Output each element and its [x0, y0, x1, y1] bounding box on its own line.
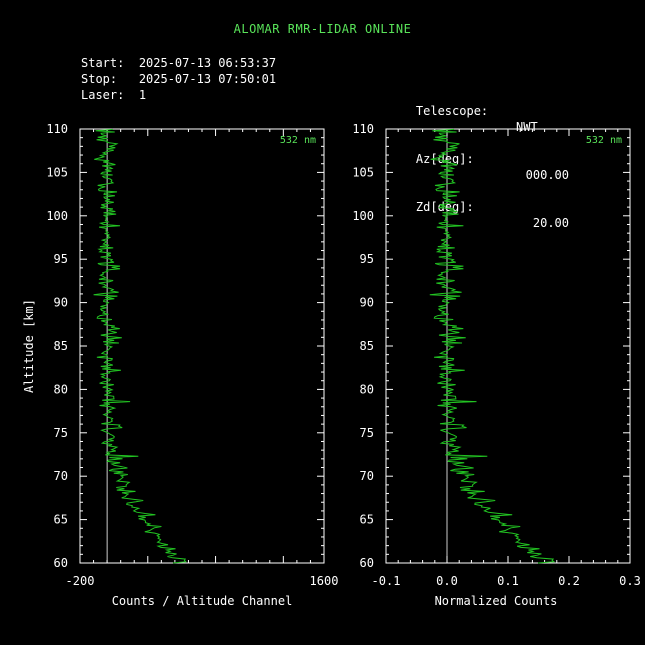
laser-label: Laser: [81, 88, 125, 102]
y-tick-label: 70 [54, 469, 68, 483]
zenith-value: 20.00 [532, 216, 569, 230]
azimuth-label: Az[deg]: [415, 152, 474, 166]
x-tick-label: -200 [66, 574, 95, 588]
x-tick-label: 0.2 [558, 574, 580, 588]
stop-value: 2025-07-13 07:50:01 [138, 72, 277, 86]
y-tick-label: 75 [54, 426, 68, 440]
x-tick-label: 0.3 [619, 574, 641, 588]
telescope-label: Telescope: [415, 104, 489, 118]
y-axis-label: Altitude [km] [22, 299, 36, 393]
y-tick-label: 65 [54, 513, 68, 527]
counts-panel: 60 65 70 75 80 85 90 95 100 105 110 -200 1600 Counts … [46, 122, 338, 608]
telescope-block: Telescope: NWT Az[deg]: 000.00 Zd[deg]: … [387, 55, 569, 230]
plot-frame [385, 128, 631, 564]
x-tick-label: 1600 [310, 574, 339, 588]
y-tick-label: 90 [54, 296, 68, 310]
y-tick-label: 60 [360, 556, 374, 570]
stop-label: Stop: [81, 72, 118, 86]
profile-trace [429, 128, 556, 564]
x-tick-label: -0.1 [372, 574, 401, 588]
y-tick-label: 80 [360, 382, 374, 396]
wavelength-label: 532 nm [586, 135, 622, 146]
normalized-panel: 60 65 70 75 80 85 90 95 100 105 110 -0.1 0.0 0.1 0.2 0.… [352, 122, 641, 608]
y-tick-label: 100 [352, 209, 374, 223]
y-tick-label: 85 [360, 339, 374, 353]
laser-value: 1 [138, 88, 147, 102]
y-tick-label: 60 [54, 556, 68, 570]
x-tick-label: 0.1 [497, 574, 519, 588]
x-tick-label: 0.0 [436, 574, 458, 588]
start-stop-block: Start: 2025-07-13 06:53:37 Stop: 2025-07… [81, 55, 276, 103]
x-axis-label: Counts / Altitude Channel [112, 594, 293, 608]
y-tick-label: 80 [54, 382, 68, 396]
y-tick-label: 105 [46, 165, 68, 179]
x-axis-label: Normalized Counts [435, 594, 558, 608]
y-tick-label: 85 [54, 339, 68, 353]
y-tick-label: 70 [360, 469, 374, 483]
y-tick-label: 110 [352, 122, 374, 136]
page-title: ALOMAR RMR-LIDAR ONLINE [233, 22, 412, 36]
y-tick-label: 95 [54, 252, 68, 266]
azimuth-value: 000.00 [525, 168, 569, 182]
start-value: 2025-07-13 06:53:37 [138, 56, 277, 70]
y-tick-label: 105 [352, 165, 374, 179]
start-label: Start: [81, 56, 125, 70]
y-tick-label: 95 [360, 252, 374, 266]
wavelength-label: 532 nm [280, 135, 316, 146]
y-tick-label: 75 [360, 426, 374, 440]
plot-frame [79, 128, 325, 564]
y-tick-label: 100 [46, 209, 68, 223]
profile-trace [93, 128, 187, 564]
y-tick-label: 110 [46, 122, 68, 136]
y-tick-label: 90 [360, 296, 374, 310]
y-tick-label: 65 [360, 513, 374, 527]
